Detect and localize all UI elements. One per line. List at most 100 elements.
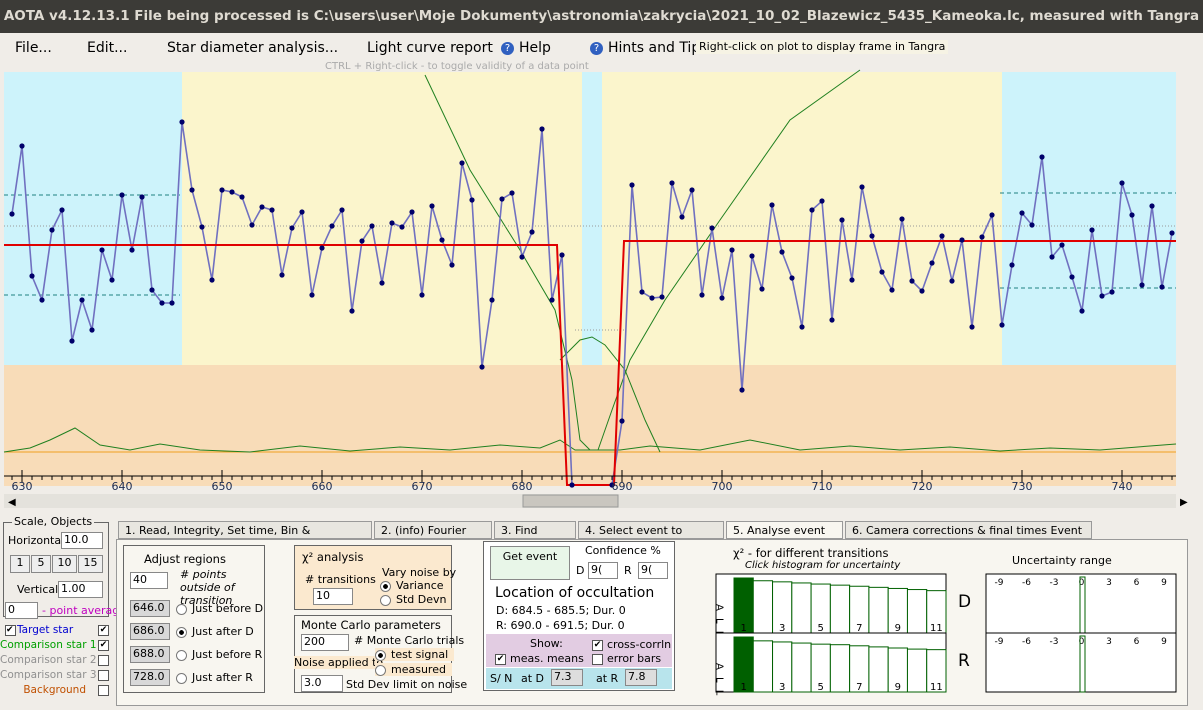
points-input[interactable]: 40 [130, 572, 168, 589]
means-check[interactable]: ✔ meas. means [495, 652, 584, 665]
data-point [569, 482, 575, 488]
data-point [1119, 180, 1125, 186]
at-d-label: at D [521, 672, 545, 685]
region-label: Just before D [192, 602, 264, 615]
data-point [509, 190, 515, 196]
scroll-left[interactable]: ◀ [8, 497, 16, 508]
errors-check[interactable]: error bars [592, 652, 661, 665]
object-check [98, 685, 109, 696]
menu-file[interactable]: File... [15, 40, 52, 56]
test-option[interactable]: test signal [375, 648, 455, 661]
data-point [349, 308, 355, 314]
region-option[interactable]: Just after D [176, 625, 254, 638]
tab-active[interactable]: 5. Analyse event #1 [726, 521, 843, 555]
data-point [949, 278, 955, 284]
data-point [899, 216, 905, 222]
points-label: # points outside of transition [180, 568, 235, 607]
data-point [369, 223, 375, 229]
limit-input[interactable]: 3.0 [301, 675, 343, 692]
vertical-input[interactable]: 1.00 [58, 581, 103, 598]
hist-subtitle: Click histogram for uncertainty [745, 560, 901, 571]
data-point [9, 211, 15, 217]
data-point [679, 214, 685, 220]
data-point [69, 338, 75, 344]
region-option[interactable]: Just before D [176, 602, 263, 615]
x-tick-label: 680 [512, 480, 533, 493]
cross-check[interactable]: ✔ cross-corrln [592, 638, 672, 651]
menu-report[interactable]: Light curve report [367, 40, 493, 56]
average-select[interactable]: 0 [5, 602, 38, 619]
scale-15[interactable]: 15 [78, 555, 103, 573]
data-point [809, 207, 815, 213]
data-point [959, 237, 965, 243]
data-point [199, 224, 205, 230]
tab[interactable]: 2. (info) Fourier plot [374, 521, 492, 555]
conf-r-input[interactable]: 9( [638, 562, 668, 579]
object-check: ✔ [98, 640, 109, 651]
vary-label: Vary noise by [382, 566, 457, 579]
conf-d-input[interactable]: 9( [588, 562, 618, 579]
data-point [299, 209, 305, 215]
data-point [1089, 227, 1095, 233]
sn-d: 7.3 [551, 669, 583, 686]
tab[interactable]: 4. Select event to analyse [578, 521, 724, 555]
radio [176, 672, 187, 684]
data-point [439, 237, 445, 243]
menu-star[interactable]: Star diameter analysis... [167, 40, 339, 56]
data-point [1169, 230, 1175, 236]
scale-5[interactable]: 5 [31, 555, 51, 573]
region-label: Just after D [192, 625, 254, 638]
transitions-input[interactable]: 10 [313, 588, 353, 605]
data-point [639, 289, 645, 295]
limit-label: Std Dev limit on noise [346, 678, 468, 691]
menu-help[interactable]: Help [519, 40, 551, 56]
data-point [109, 277, 115, 283]
data-point [759, 286, 765, 292]
data-point [179, 119, 185, 125]
data-point [159, 300, 165, 306]
data-point [409, 209, 415, 215]
data-point [219, 187, 225, 193]
menu-edit[interactable]: Edit... [87, 40, 128, 56]
data-point [39, 297, 45, 303]
measured-option[interactable]: measured [375, 663, 452, 676]
tab[interactable]: 6. Camera corrections & final times Even… [845, 521, 1092, 555]
variance-option[interactable]: Variance [380, 579, 444, 592]
stddev-option[interactable]: Std Devn [380, 593, 447, 606]
data-point [989, 212, 995, 218]
region-option[interactable]: Just after R [176, 671, 253, 684]
data-point [729, 247, 735, 253]
data-point [449, 262, 455, 268]
data-point [1079, 308, 1085, 314]
plot[interactable]: 630 640 650 660 670 680 690 700 710 720 730 740 ◀ ▶ [0, 0, 1203, 510]
data-point [479, 364, 485, 370]
title-bar: AOTA v4.12.13.1 File being processed is … [0, 0, 1203, 33]
menu-hints[interactable]: Hints and Tips [608, 40, 696, 56]
radio [176, 626, 187, 638]
data-point [629, 182, 635, 188]
tab[interactable]: 3. Find events [494, 521, 576, 555]
scale-title: Scale, Objects [12, 515, 95, 528]
data-point [329, 223, 335, 229]
data-point [649, 295, 655, 301]
data-point [489, 297, 495, 303]
tab[interactable]: 1. Read, Integrity, Set time, Bin & norm… [118, 521, 372, 555]
region-option[interactable]: Just before R [176, 648, 262, 661]
test-text: test signal [391, 648, 449, 661]
scroll-right[interactable]: ▶ [1180, 497, 1188, 508]
scale-10[interactable]: 10 [52, 555, 77, 573]
data-point [309, 292, 315, 298]
data-point [1099, 293, 1105, 299]
horizontal-input[interactable]: 10.0 [61, 532, 103, 549]
scroll-thumb[interactable] [522, 494, 619, 508]
trials-input[interactable]: 200 [301, 634, 349, 651]
get-event[interactable]: Get event [490, 546, 570, 580]
data-point [339, 207, 345, 213]
data-point [1109, 289, 1115, 295]
x-tick-label: 670 [412, 480, 433, 493]
scale-1[interactable]: 1 [10, 555, 30, 573]
x-tick-label: 630 [12, 480, 33, 493]
data-point [399, 224, 405, 230]
data-point [49, 227, 55, 233]
